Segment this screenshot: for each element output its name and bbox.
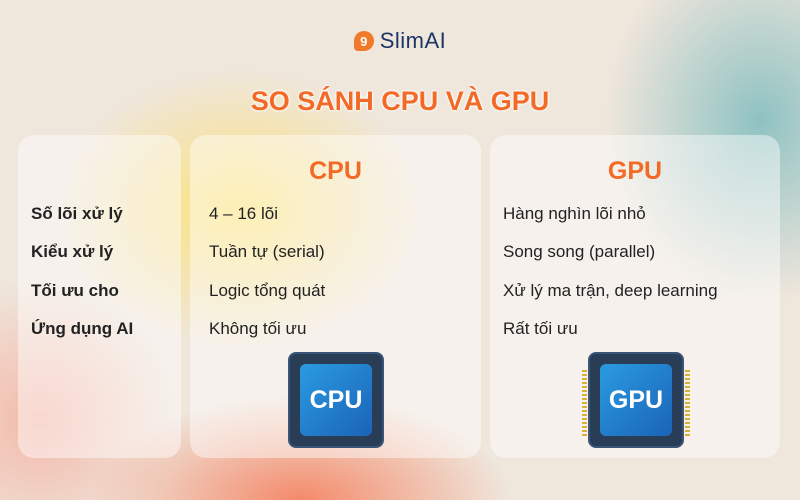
brand-name: SlimAI (379, 28, 447, 53)
gpu-pins (685, 370, 690, 436)
cpu-chip-icon: CPU (288, 352, 384, 448)
gpu-heading: GPU (607, 157, 663, 185)
cpu-chip-label: CPU (300, 364, 372, 436)
labels-card: Số lõi xử lý Kiểu xử lý Tối ưu cho Ứng d… (18, 135, 181, 458)
logo: 9 SlimAI (0, 28, 800, 54)
row-label: Số lõi xử lý (31, 204, 123, 223)
gpu-value: Rất tối ưu (503, 319, 578, 338)
cpu-value: 4 – 16 lõi (209, 204, 278, 223)
cpu-card: CPU 4 – 16 lõi Tuần tự (serial) Logic tổ… (190, 135, 481, 458)
gpu-chip-icon: GPU (588, 352, 684, 448)
cpu-value: Logic tổng quát (209, 281, 326, 300)
row-label: Ứng dụng AI (31, 319, 134, 338)
cpu-value: Tuần tự (serial) (209, 242, 325, 261)
cpu-value: Không tối ưu (209, 319, 307, 338)
gpu-chip-label: GPU (600, 364, 672, 436)
gpu-card: GPU Hàng nghìn lõi nhỏ Song song (parall… (490, 135, 780, 458)
gpu-value: Hàng nghìn lõi nhỏ (503, 204, 646, 223)
logo-icon: 9 (353, 31, 374, 51)
gpu-pins (582, 370, 587, 436)
gpu-value: Song song (parallel) (503, 242, 656, 261)
row-label: Kiểu xử lý (31, 242, 114, 261)
gpu-value: Xử lý ma trận, deep learning (503, 281, 718, 300)
page-title: SO SÁNH CPU VÀ GPU (250, 86, 550, 116)
row-label: Tối ưu cho (31, 281, 119, 300)
cpu-heading: CPU (309, 157, 362, 185)
